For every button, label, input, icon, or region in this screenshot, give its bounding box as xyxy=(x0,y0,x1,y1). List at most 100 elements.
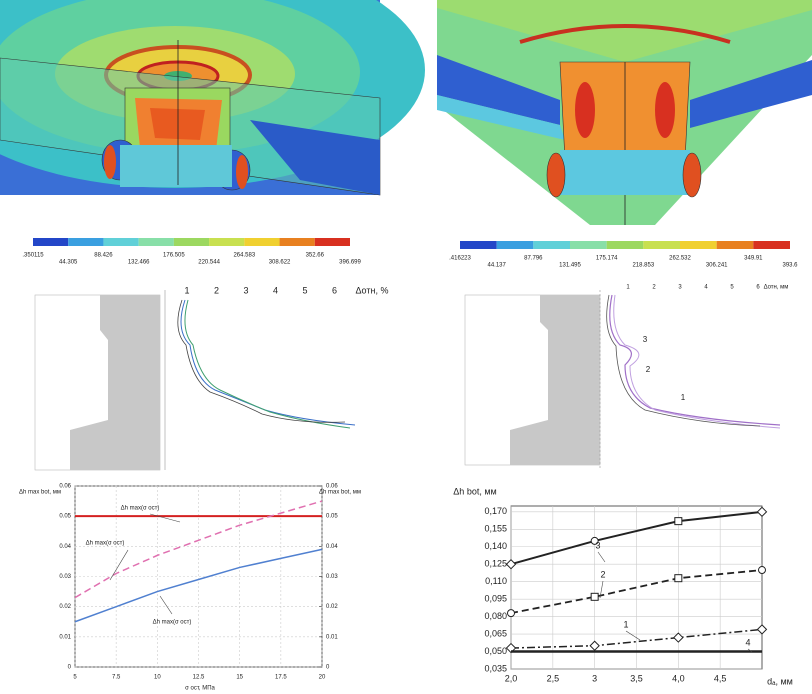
y-tick-label: 0.03 xyxy=(59,574,71,580)
leader-line xyxy=(110,550,128,580)
profile-tick-label: 4 xyxy=(704,285,708,291)
y2-tick-label: 0.01 xyxy=(326,634,338,640)
marker xyxy=(758,625,767,634)
render-shape xyxy=(185,300,350,428)
colorbar-label: 44.137 xyxy=(487,263,506,269)
series-label: Δh max(σ ост) xyxy=(153,620,192,626)
colorbar-label: 175.174 xyxy=(596,256,618,262)
render-shape xyxy=(655,82,675,138)
leader-line xyxy=(160,596,172,614)
colorbar-label: 218.853 xyxy=(632,263,654,269)
marker xyxy=(507,560,516,569)
colorbar-label: 88.426 xyxy=(94,253,113,259)
y-tick-label: 0.04 xyxy=(59,544,71,550)
y-tick-label: 0.02 xyxy=(59,604,71,610)
y-tick-label: 0,050 xyxy=(484,646,507,656)
y-tick-label: 0 xyxy=(68,665,72,671)
colorbar-label: 176.505 xyxy=(163,253,185,259)
curve-label: 3 xyxy=(643,335,648,344)
colorbar-segment xyxy=(533,241,570,249)
series-label: 1 xyxy=(623,619,628,629)
colorbar-label: 87.796 xyxy=(524,256,543,262)
x-axis-label: dₐ, мм xyxy=(767,676,793,686)
render-shape xyxy=(610,295,780,425)
colorbar-label: 308.622 xyxy=(269,260,291,266)
colorbar-segment xyxy=(68,238,103,246)
render-shape xyxy=(607,295,760,426)
y2-axis-label: Δh max bot, мм xyxy=(319,490,361,496)
y-axis-label: Δh bot, мм xyxy=(453,486,496,496)
colorbar-segment xyxy=(460,241,497,249)
profile-tick-label: 5 xyxy=(302,285,307,295)
profile-tick-label: 2 xyxy=(652,285,656,291)
colorbar-segment xyxy=(570,241,607,249)
y-tick-label: 0.05 xyxy=(59,514,71,520)
colorbar-segment xyxy=(607,241,644,249)
x-tick-label: 2,5 xyxy=(547,673,560,683)
render-shape xyxy=(178,300,345,422)
render-shape xyxy=(104,145,116,179)
marker xyxy=(759,567,766,574)
colorbar-segment xyxy=(497,241,534,249)
colorbar-segment xyxy=(753,241,790,249)
x-tick-label: 12.5 xyxy=(193,675,205,681)
x-tick-label: 2,0 xyxy=(505,673,518,683)
colorbar-label: 44.305 xyxy=(59,260,78,266)
series-label: 2 xyxy=(600,569,605,579)
y-tick-label: 0,110 xyxy=(485,576,507,586)
series-label: Δh max(σ ост) xyxy=(121,506,160,512)
figure: .350115 44.305 88.426 132.466 176.505 220.544… xyxy=(0,0,812,694)
profile-tick-label: 3 xyxy=(678,285,682,291)
series-label: 4 xyxy=(745,637,750,647)
x-tick-label: 5 xyxy=(73,675,77,681)
x-tick-label: 15 xyxy=(236,675,243,681)
marker xyxy=(675,575,682,582)
colorbar-label: 132.466 xyxy=(128,260,150,266)
colorbar-segment xyxy=(33,238,68,246)
y2-tick-label: 0.03 xyxy=(326,574,338,580)
colorbar-segment xyxy=(717,241,754,249)
x-tick-label: 3,5 xyxy=(630,673,643,683)
render-shape xyxy=(236,155,248,189)
y-tick-label: 0,080 xyxy=(484,611,507,621)
colorbar-label: 396.699 xyxy=(339,260,361,266)
profile-tick-label: 4 xyxy=(273,285,278,295)
marker xyxy=(758,507,767,516)
colorbar-segment xyxy=(643,241,680,249)
curve-label: 2 xyxy=(646,365,651,374)
y2-tick-label: 0.05 xyxy=(326,514,338,520)
y-tick-label: 0,140 xyxy=(484,541,507,551)
profile-tick-label: 1 xyxy=(184,285,189,295)
y-tick-label: 0,170 xyxy=(484,506,507,516)
colorbar-segment xyxy=(209,238,244,246)
render-shape xyxy=(547,153,565,197)
colorbar-segment xyxy=(103,238,138,246)
profile-tick-label: 2 xyxy=(214,285,219,295)
render-shape xyxy=(683,153,701,197)
profile-tick-label: 6 xyxy=(756,285,760,291)
render-shape xyxy=(150,108,205,140)
colorbar-segment xyxy=(139,238,174,246)
render-shape xyxy=(614,295,780,428)
render-shape xyxy=(510,295,600,465)
y-tick-label: 0,065 xyxy=(484,628,507,638)
profile-axis-label: Δотн, % xyxy=(356,285,389,295)
render-shape xyxy=(575,82,595,138)
leader-line xyxy=(626,631,640,640)
profile-tick-label: 6 xyxy=(332,285,337,295)
y2-tick-label: 0.02 xyxy=(326,604,338,610)
colorbar-label: 220.544 xyxy=(198,260,220,266)
y-tick-label: 0.06 xyxy=(59,484,71,490)
x-tick-label: 4,5 xyxy=(714,673,727,683)
colorbar-label: .350115 xyxy=(22,253,44,259)
render-shape xyxy=(120,145,232,187)
marker xyxy=(674,633,683,642)
colorbar-label: .416223 xyxy=(449,256,471,262)
marker xyxy=(590,641,599,650)
y-tick-label: 0,125 xyxy=(484,559,507,569)
series-label: Δh max(σ ост) xyxy=(86,541,125,547)
curve-label: 1 xyxy=(681,393,686,402)
profile-tick-label: 3 xyxy=(243,285,248,295)
colorbar-segment xyxy=(280,238,315,246)
colorbar-segment xyxy=(315,238,350,246)
